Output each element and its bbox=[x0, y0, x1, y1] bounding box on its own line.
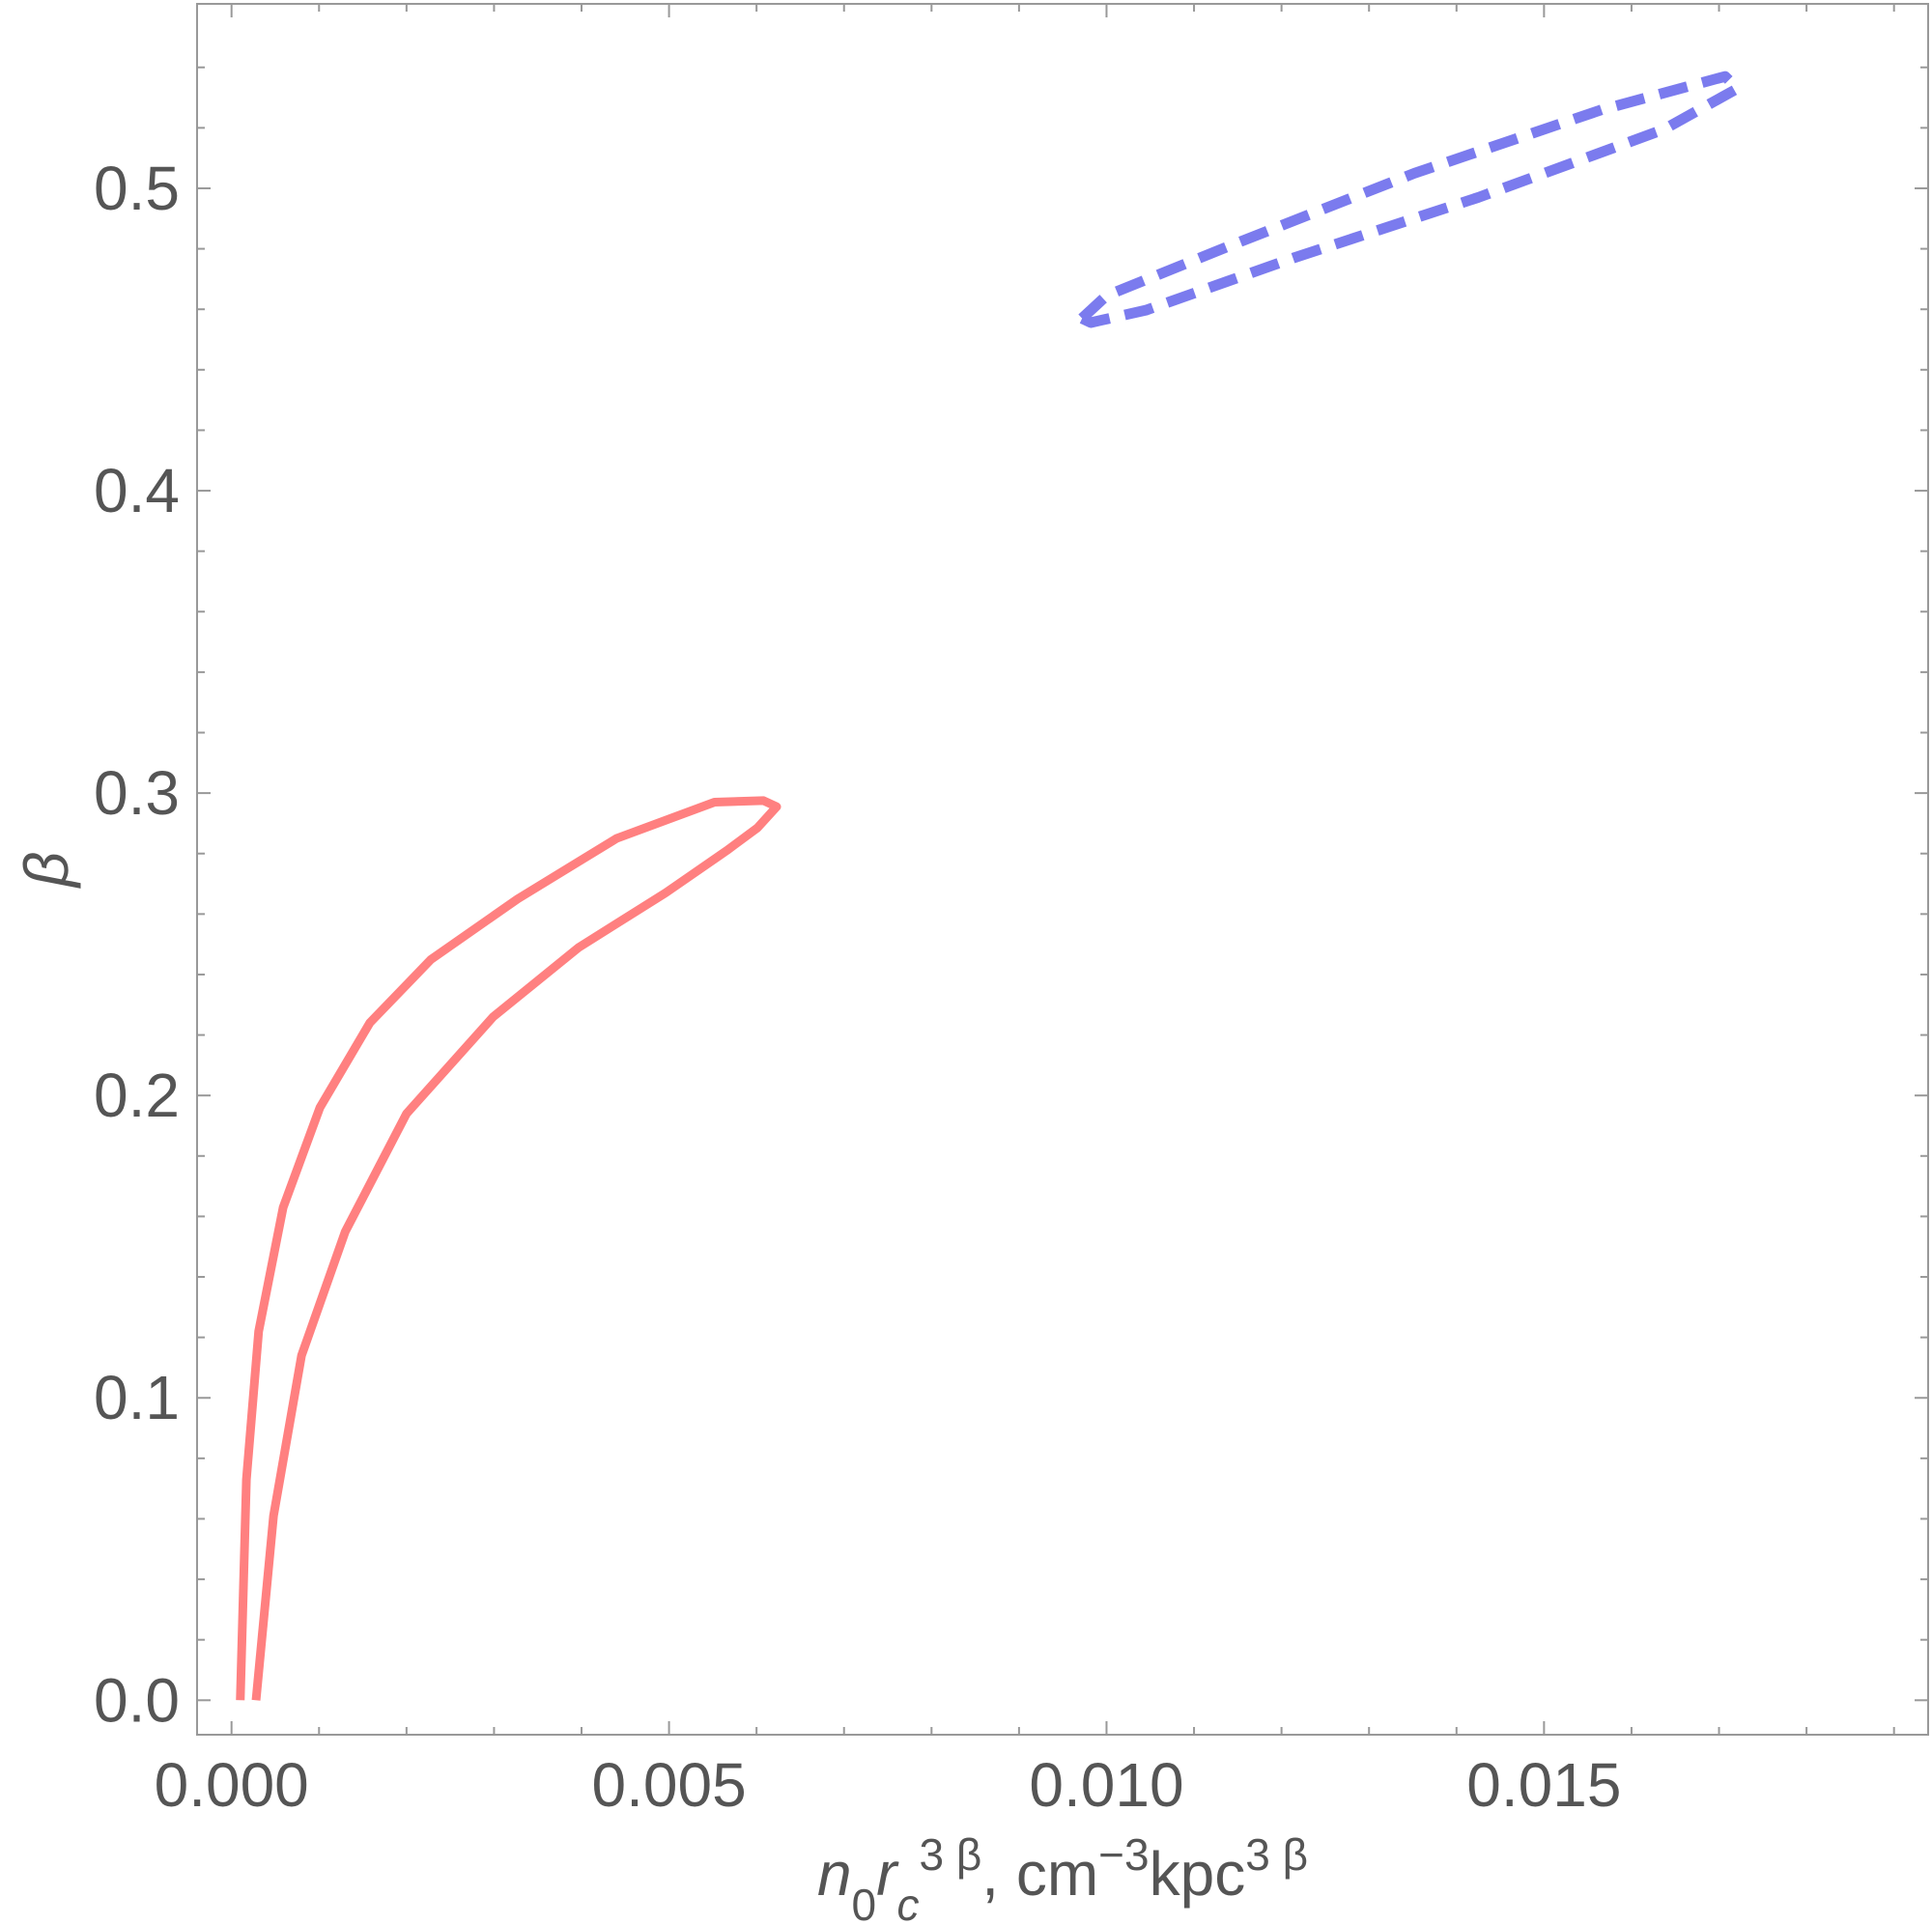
contour-line bbox=[1078, 71, 1744, 328]
x-tick-label: 0.000 bbox=[155, 1750, 309, 1820]
x-axis-label-part: , cm bbox=[981, 1839, 1098, 1909]
y-tick-label: 0.4 bbox=[94, 456, 180, 525]
x-axis-label-part: 3 β bbox=[1245, 1829, 1308, 1880]
x-axis-label: n0rc3 β, cm−3kpc3 β bbox=[817, 1829, 1308, 1925]
y-tick-label: 0.5 bbox=[94, 154, 180, 223]
x-axis-label-part: 3 β bbox=[919, 1829, 981, 1880]
y-tick-label: 0.1 bbox=[94, 1363, 180, 1432]
y-tick-label: 0.0 bbox=[94, 1665, 180, 1735]
x-axis-label-part: kpc bbox=[1150, 1839, 1246, 1909]
contour-line bbox=[236, 796, 781, 1701]
x-axis-label-part: −3 bbox=[1098, 1829, 1149, 1880]
x-axis-label-part: r bbox=[876, 1839, 899, 1909]
y-tick-label: 0.3 bbox=[94, 758, 180, 828]
y-tick-label: 0.2 bbox=[94, 1061, 180, 1130]
x-tick-label: 0.010 bbox=[1029, 1750, 1183, 1820]
x-axis-label-part: n bbox=[817, 1839, 852, 1909]
y-axis-label: β bbox=[12, 852, 81, 890]
plot-frame bbox=[196, 3, 1929, 1736]
x-tick-label: 0.005 bbox=[592, 1750, 747, 1820]
x-axis-label-part: c bbox=[896, 1880, 919, 1925]
x-axis-label-part: 0 bbox=[852, 1880, 877, 1925]
x-tick-label: 0.015 bbox=[1466, 1750, 1621, 1820]
